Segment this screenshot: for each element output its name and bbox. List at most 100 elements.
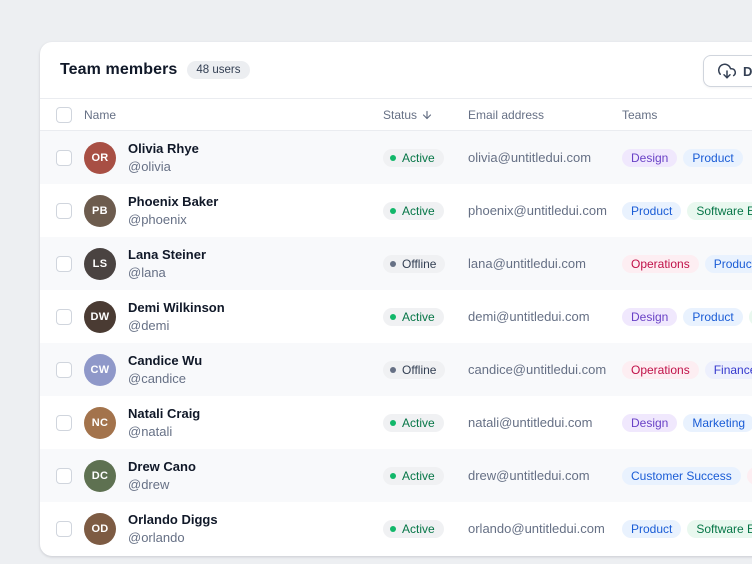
member-handle: @lana bbox=[128, 264, 166, 280]
team-tag: Product bbox=[683, 148, 743, 167]
table-row: CW Candice Wu @candice Offline candice@u… bbox=[40, 343, 752, 396]
avatar: NC bbox=[84, 406, 116, 439]
status-badge: Active bbox=[383, 466, 444, 485]
status-label: Active bbox=[402, 415, 435, 430]
status-dot-icon bbox=[390, 154, 396, 161]
team-tag: Design bbox=[622, 413, 678, 432]
status-label: Active bbox=[402, 150, 435, 165]
team-tag: Marketing bbox=[683, 413, 752, 432]
status-badge: Offline bbox=[383, 254, 446, 273]
member-handle: @demi bbox=[128, 317, 170, 333]
team-tag: Product bbox=[622, 519, 682, 538]
status-dot-icon bbox=[390, 313, 396, 320]
status-label: Active bbox=[402, 309, 435, 324]
member-email: lana@untitledui.com bbox=[468, 256, 586, 271]
member-email: olivia@untitledui.com bbox=[468, 150, 592, 165]
status-dot-icon bbox=[390, 207, 396, 214]
member-email: drew@untitledui.com bbox=[468, 468, 590, 483]
cloud-download-icon bbox=[718, 62, 736, 80]
row-checkbox[interactable] bbox=[56, 467, 72, 484]
sort-descending-icon bbox=[421, 109, 433, 121]
team-tag: Operations bbox=[622, 254, 699, 273]
row-checkbox[interactable] bbox=[56, 202, 72, 219]
team-tags: Operations Product bbox=[622, 254, 752, 273]
status-dot-icon bbox=[390, 366, 396, 373]
team-tag: Product bbox=[622, 201, 682, 220]
status-badge: Active bbox=[383, 519, 444, 538]
member-name: Olivia Rhye bbox=[128, 140, 199, 156]
team-tags: Product Software Engineering bbox=[622, 201, 752, 220]
avatar: LS bbox=[84, 247, 116, 280]
status-dot-icon bbox=[390, 419, 396, 426]
status-dot-icon bbox=[390, 525, 396, 532]
table-row: OR Olivia Rhye @olivia Active olivia@unt… bbox=[40, 131, 752, 184]
table-row: OD Orlando Diggs @orlando Active orlando… bbox=[40, 502, 752, 555]
avatar: DW bbox=[84, 300, 116, 333]
team-tags: Customer Success Operations bbox=[622, 466, 752, 485]
member-email: candice@untitledui.com bbox=[468, 362, 607, 377]
member-email: natali@untitledui.com bbox=[468, 415, 593, 430]
row-checkbox[interactable] bbox=[56, 520, 72, 537]
row-checkbox[interactable] bbox=[56, 308, 72, 325]
status-label: Active bbox=[402, 468, 435, 483]
table-row: DC Drew Cano @drew Active drew@untitledu… bbox=[40, 449, 752, 502]
status-label: Active bbox=[402, 203, 435, 218]
member-name: Demi Wilkinson bbox=[128, 299, 225, 315]
team-tags: Design Marketing bbox=[622, 413, 752, 432]
row-checkbox[interactable] bbox=[56, 361, 72, 378]
column-header-name[interactable]: Name bbox=[84, 107, 117, 122]
team-tag: Software Engineering bbox=[687, 519, 752, 538]
select-all-checkbox[interactable] bbox=[56, 106, 72, 123]
status-dot-icon bbox=[390, 472, 396, 479]
team-tag: Customer Success bbox=[622, 466, 741, 485]
member-name: Orlando Diggs bbox=[128, 511, 218, 527]
page-title: Team members bbox=[60, 61, 178, 78]
row-checkbox[interactable] bbox=[56, 255, 72, 272]
users-count-badge: 48 users bbox=[187, 61, 250, 79]
download-button-label: Download bbox=[743, 63, 752, 79]
member-handle: @phoenix bbox=[128, 211, 187, 227]
member-handle: @natali bbox=[128, 423, 173, 439]
status-badge: Active bbox=[383, 413, 444, 432]
team-tags: Design Product bbox=[622, 148, 752, 167]
team-tag: Design bbox=[622, 307, 678, 326]
download-button[interactable]: Download bbox=[703, 55, 752, 87]
team-tag: Finance bbox=[704, 360, 752, 379]
table-row: PB Phoenix Baker @phoenix Active phoenix… bbox=[40, 184, 752, 237]
status-label: Active bbox=[402, 521, 435, 536]
status-badge: Active bbox=[383, 201, 444, 220]
member-name: Lana Steiner bbox=[128, 246, 207, 262]
member-name: Phoenix Baker bbox=[128, 193, 219, 209]
table-row: LS Lana Steiner @lana Offline lana@untit… bbox=[40, 237, 752, 290]
row-checkbox[interactable] bbox=[56, 149, 72, 166]
avatar: DC bbox=[84, 459, 116, 492]
team-tags: Design Product Software Engineering bbox=[622, 307, 752, 326]
team-tag: Operations bbox=[622, 360, 699, 379]
row-checkbox[interactable] bbox=[56, 414, 72, 431]
team-tag: Product bbox=[704, 254, 752, 273]
member-handle: @orlando bbox=[128, 529, 185, 545]
member-email: phoenix@untitledui.com bbox=[468, 203, 607, 218]
column-header-status-label: Status bbox=[383, 107, 418, 122]
team-tag: Product bbox=[683, 307, 743, 326]
member-email: orlando@untitledui.com bbox=[468, 521, 605, 536]
member-email: demi@untitledui.com bbox=[468, 309, 590, 324]
team-tag: Software Engineering bbox=[687, 201, 752, 220]
team-tag: Software Engineering bbox=[748, 307, 752, 326]
column-header-teams[interactable]: Teams bbox=[622, 107, 658, 122]
team-tag: Operations bbox=[746, 466, 752, 485]
column-header-status[interactable]: Status bbox=[383, 108, 468, 122]
table-column-header: Name Status Email address Teams bbox=[40, 98, 752, 131]
member-handle: @candice bbox=[128, 370, 187, 386]
card-header: Team members 48 users Download bbox=[40, 42, 752, 98]
column-header-email[interactable]: Email address bbox=[468, 107, 545, 122]
avatar: OR bbox=[84, 141, 116, 174]
avatar: PB bbox=[84, 194, 116, 227]
team-tag: Design bbox=[622, 148, 678, 167]
member-name: Drew Cano bbox=[128, 458, 196, 474]
status-dot-icon bbox=[390, 260, 396, 267]
team-tags: Product Software Engineering bbox=[622, 519, 752, 538]
table-row: DW Demi Wilkinson @demi Active demi@unti… bbox=[40, 290, 752, 343]
status-label: Offline bbox=[402, 362, 437, 377]
status-badge: Active bbox=[383, 148, 444, 167]
